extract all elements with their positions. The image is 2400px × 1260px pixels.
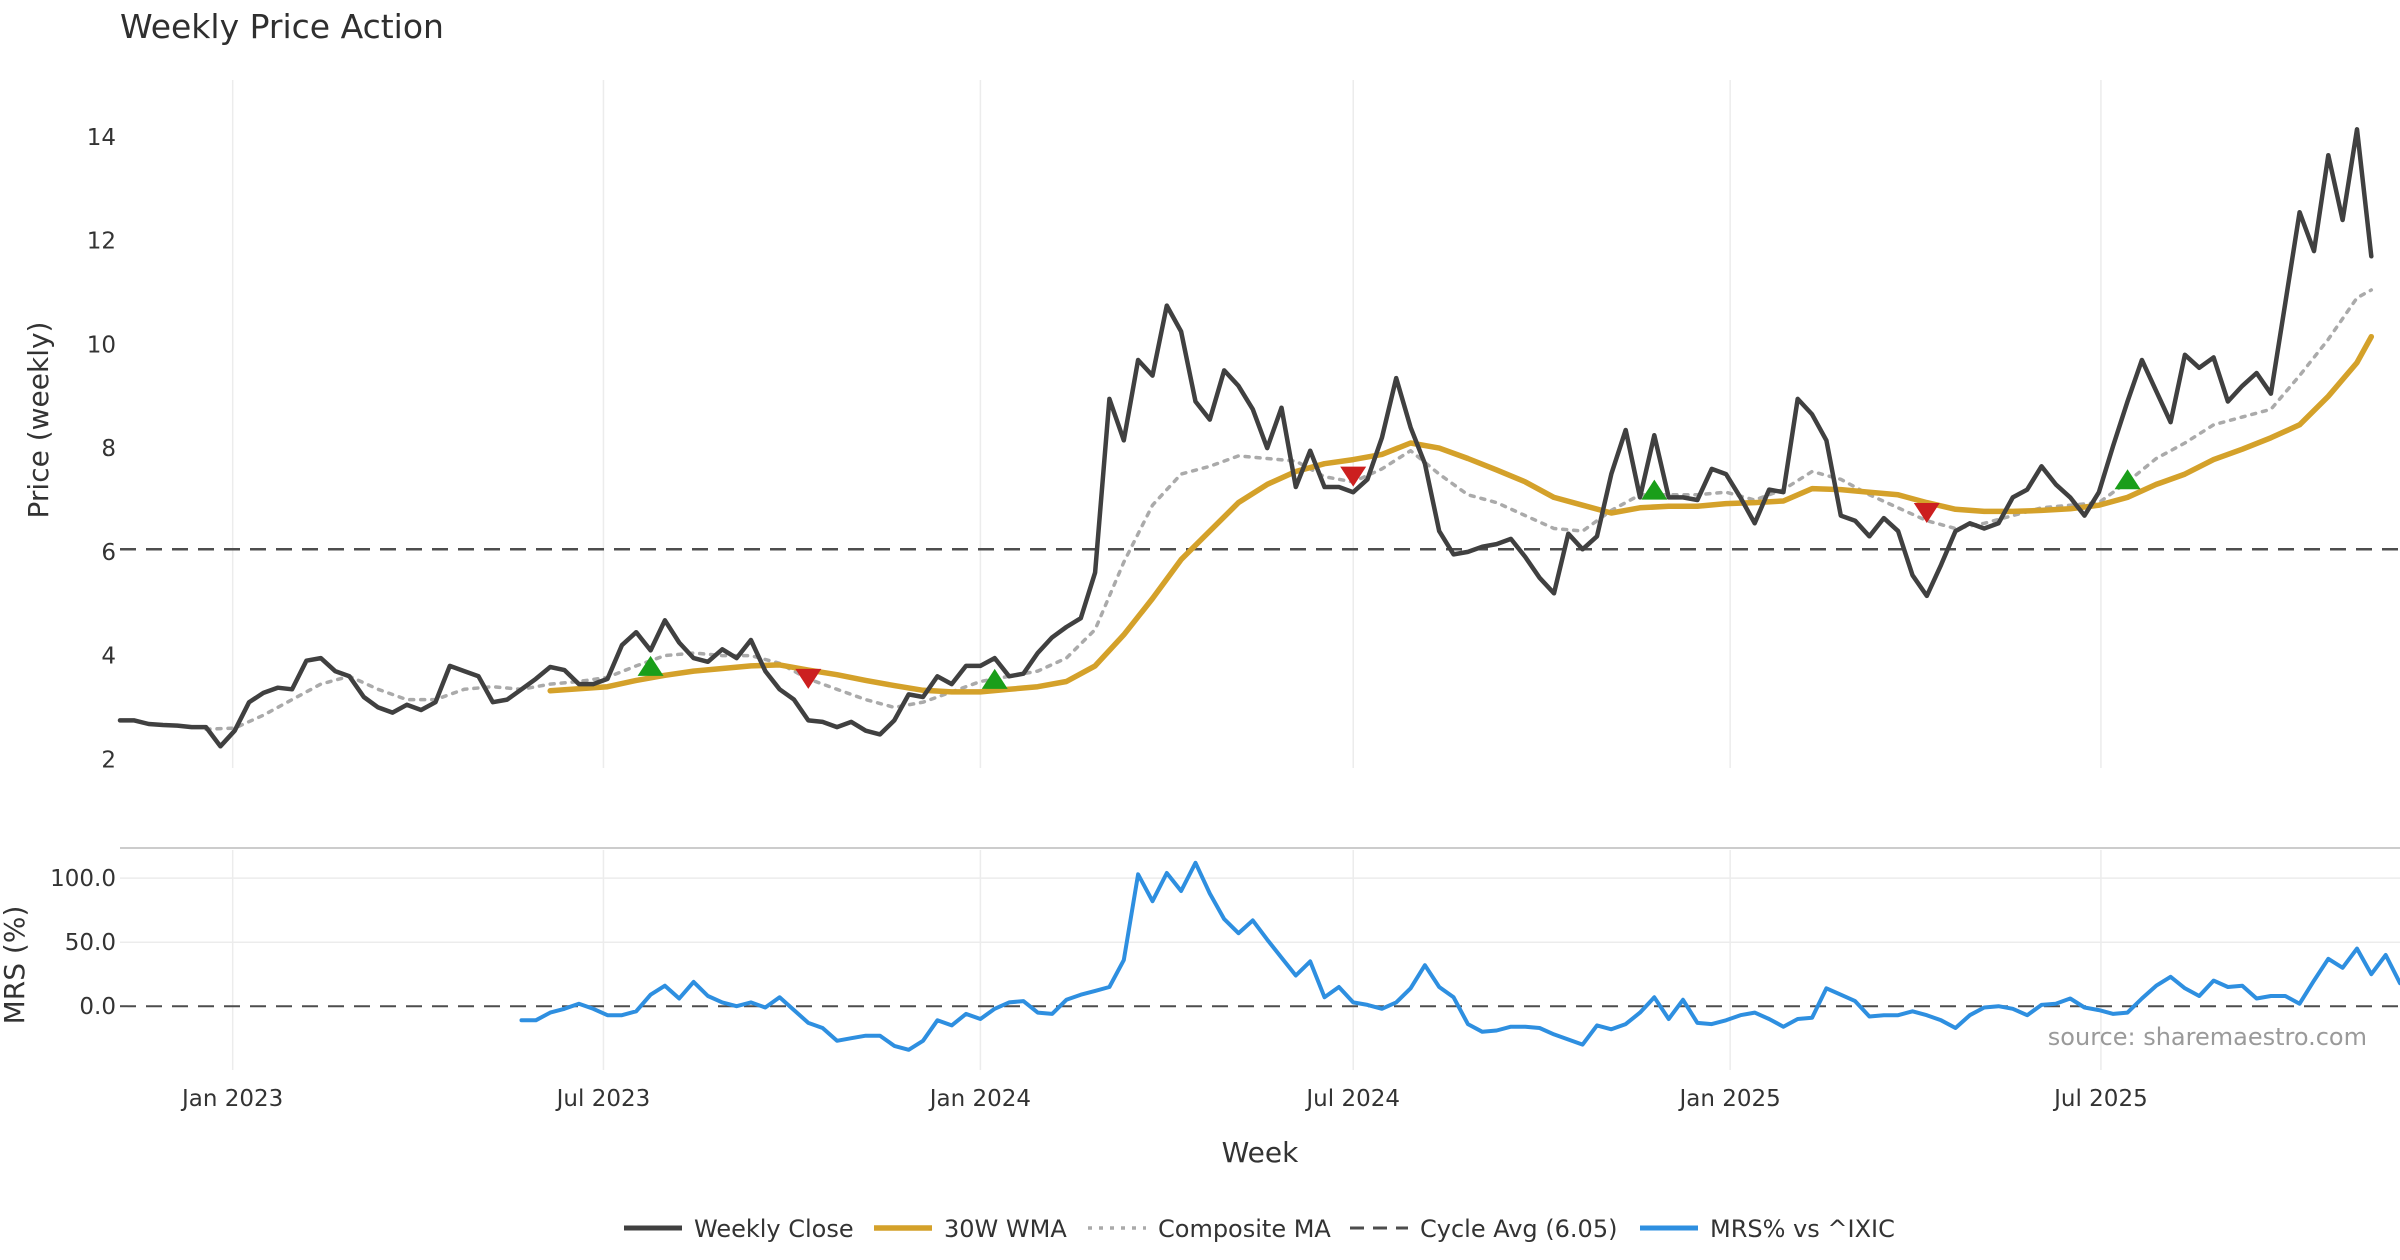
- price-grid: [231, 80, 2102, 768]
- mrs-panel: 100.0 50.0 0.0 MRS (%) source: sharemaestr…: [0, 847, 2400, 1070]
- x-tick-label: Jul 2025: [2052, 1086, 2148, 1112]
- price-y-tick-label: 2: [101, 747, 116, 773]
- price-y-tick-label: 14: [87, 125, 116, 151]
- x-tick-label: Jan 2025: [1677, 1086, 1780, 1112]
- source-note: source: sharemaestro.com: [2048, 1023, 2367, 1051]
- price-y-ticks: 2 4 6 8 10 12 14: [87, 125, 116, 773]
- price-y-tick-label: 6: [101, 540, 116, 566]
- x-tick-label: Jul 2023: [555, 1086, 651, 1112]
- wma-30w-line: [547, 333, 2375, 695]
- price-panel: 2 4 6 8 10 12 14 Price (weekly): [22, 80, 2400, 773]
- legend-label: Composite MA: [1158, 1215, 1331, 1243]
- mrs-line: [519, 860, 2400, 1052]
- legend-label: Cycle Avg (6.05): [1420, 1215, 1617, 1243]
- mrs-grid: [120, 850, 2400, 1070]
- buy-signal-marker: [981, 668, 1008, 689]
- x-axis-label: Week: [1222, 1136, 1299, 1169]
- mrs-y-tick-label: 50.0: [65, 930, 116, 956]
- buy-signal-marker: [1641, 479, 1668, 500]
- sell-signal-marker: [1913, 502, 1940, 523]
- price-y-tick-label: 10: [87, 332, 116, 358]
- price-y-tick-label: 12: [87, 229, 116, 255]
- price-series: [117, 127, 2375, 749]
- sell-signal-marker: [795, 668, 822, 689]
- mrs-series: [519, 860, 2400, 1052]
- mrs-y-axis-label: MRS (%): [0, 906, 31, 1025]
- weekly-close-line: [117, 127, 2374, 749]
- price-y-tick-label: 8: [101, 436, 116, 462]
- chart-title: Weekly Price Action: [120, 7, 444, 46]
- buy-signal-marker: [2114, 469, 2141, 490]
- legend-label: MRS% vs ^IXIC: [1710, 1215, 1895, 1243]
- signal-markers: [637, 466, 2141, 689]
- mrs-y-ticks: 100.0 50.0 0.0: [50, 866, 116, 1020]
- legend: Weekly Close 30W WMA Composite MA Cycle Avg…: [624, 1215, 1895, 1243]
- mrs-y-tick-label: 0.0: [79, 994, 116, 1020]
- x-tick-label: Jan 2024: [928, 1086, 1031, 1112]
- legend-label: 30W WMA: [944, 1215, 1067, 1243]
- x-ticks: Jan 2023 Jul 2023 Jan 2024 Jul 2024 Jan 2025…: [180, 1086, 2148, 1112]
- legend-label: Weekly Close: [694, 1215, 854, 1243]
- sell-signal-marker: [1340, 466, 1367, 487]
- buy-signal-marker: [637, 655, 664, 676]
- x-tick-label: Jan 2023: [180, 1086, 283, 1112]
- price-y-tick-label: 4: [101, 644, 116, 670]
- x-tick-label: Jul 2024: [1304, 1086, 1400, 1112]
- mrs-y-tick-label: 100.0: [50, 866, 116, 892]
- price-y-axis-label: Price (weekly): [22, 322, 55, 519]
